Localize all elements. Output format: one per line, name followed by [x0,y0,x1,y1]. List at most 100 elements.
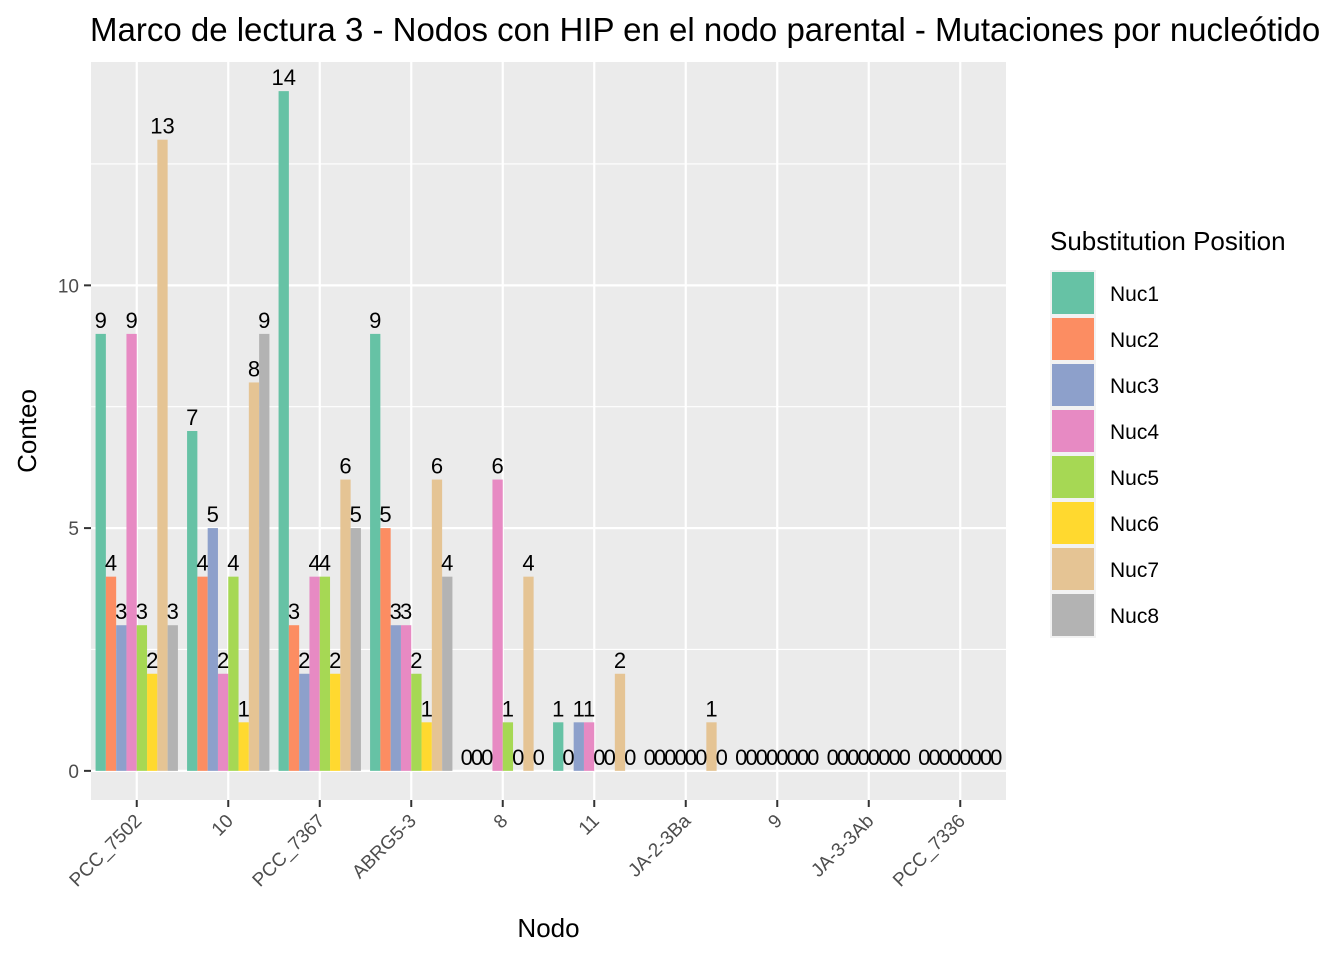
data-label: 9 [258,308,270,333]
x-tick-label: ABRG5-3 [348,811,420,883]
data-label: 2 [329,648,341,673]
data-label: 4 [227,551,239,576]
data-label: 0 [644,745,656,770]
data-label: 0 [980,745,992,770]
data-label: 0 [990,745,1002,770]
bar-nuc7-1 [248,382,260,771]
x-tick-label: PCC_7367 [249,811,330,892]
data-label: 0 [918,745,930,770]
bar-nuc4-4 [492,479,503,771]
x-tick-label: PCC_7336 [889,811,970,892]
data-label: 0 [766,745,778,770]
bar-nuc7-5 [614,673,626,771]
data-label: 0 [959,745,971,770]
data-label: 4 [319,551,331,576]
y-axis: 0 5 10 [58,276,91,783]
data-label: 5 [350,502,362,527]
bar-nuc1-1 [187,431,198,771]
data-label: 9 [369,308,381,333]
bar-nuc2-2 [288,625,300,771]
data-label: 2 [410,648,422,673]
data-label: 0 [735,745,747,770]
chart-title: Marco de lectura 3 - Nodos con HIP en el… [90,11,1320,48]
bar-nuc2-1 [197,576,208,771]
data-label: 0 [837,745,849,770]
bar-nuc4-2 [309,576,320,771]
data-label: 0 [787,745,799,770]
bar-nuc8-0 [167,625,178,771]
data-label: 0 [888,745,900,770]
data-label: 1 [552,696,564,721]
bar-nuc5-1 [228,576,239,771]
bar-nuc8-2 [350,528,361,771]
data-label: 0 [857,745,869,770]
data-label: 0 [695,745,707,770]
data-label: 0 [481,745,493,770]
bar-nuc5-0 [136,625,148,771]
bar-nuc4-0 [126,333,137,771]
plot-panel [91,62,1006,800]
data-label: 2 [298,648,310,673]
bar-nuc2-3 [380,528,391,771]
data-label: 0 [878,745,890,770]
bar-nuc7-0 [157,139,168,771]
data-label: 0 [899,745,911,770]
bars [95,91,717,771]
data-label: 0 [776,745,788,770]
legend-swatch-nuc7 [1052,548,1094,590]
data-label: 13 [150,114,174,139]
bar-nuc3-5 [573,722,584,771]
data-label: 0 [674,745,686,770]
data-label: 0 [512,745,524,770]
data-label: 0 [471,745,483,770]
legend-label-nuc8: Nuc8 [1110,605,1159,628]
legend-swatch-nuc3 [1052,364,1094,406]
data-label: 1 [583,696,595,721]
data-label: 0 [807,745,819,770]
bar-nuc3-1 [207,528,218,771]
legend-swatch-nuc5 [1052,456,1094,498]
data-label: 6 [431,454,443,479]
legend-swatch-nuc4 [1052,410,1094,452]
x-tick-label: 11 [575,811,604,840]
bar-nuc7-6 [706,722,717,771]
y-tick-label: 0 [68,762,79,783]
x-axis: PCC_7502 10 PCC_7367 ABRG5-3 8 11 JA-2-3Ba 9 JA-… [66,800,970,891]
data-label: 3 [400,599,412,624]
data-label: 1 [421,696,433,721]
bar-nuc1-5 [553,722,564,771]
bar-nuc5-2 [319,576,331,771]
x-tick-label: 9 [764,811,786,833]
data-label: 1 [705,696,717,721]
bar-nuc4-5 [583,722,595,771]
legend: Substitution Position Nuc1Nuc2Nuc3Nuc4Nu… [1050,226,1286,638]
bar-nuc1-0 [95,333,106,771]
bar-nuc8-3 [442,576,453,771]
y-tick-label: 5 [68,519,79,540]
bar-nuc6-0 [147,673,158,771]
x-tick-label: JA-3-3Ab [807,811,878,882]
data-label: 2 [217,648,229,673]
data-label: 0 [970,745,982,770]
data-label: 0 [928,745,940,770]
x-tick-label: JA-2-3Ba [624,810,695,881]
data-label: 1 [238,696,250,721]
data-label: 5 [379,502,391,527]
data-label: 0 [939,745,951,770]
bar-nuc3-3 [390,625,401,771]
data-label: 0 [949,745,961,770]
x-tick-label: 10 [208,811,238,841]
data-label: 14 [271,65,295,90]
legend-label-nuc3: Nuc3 [1110,375,1159,398]
data-label: 0 [533,745,545,770]
bar-nuc4-3 [400,625,412,771]
legend-label-nuc5: Nuc5 [1110,467,1159,490]
data-label: 0 [716,745,728,770]
data-label: 4 [196,551,208,576]
data-label: 0 [562,745,574,770]
data-label: 6 [491,454,503,479]
data-label: 4 [308,551,320,576]
bar-nuc6-3 [421,722,432,771]
